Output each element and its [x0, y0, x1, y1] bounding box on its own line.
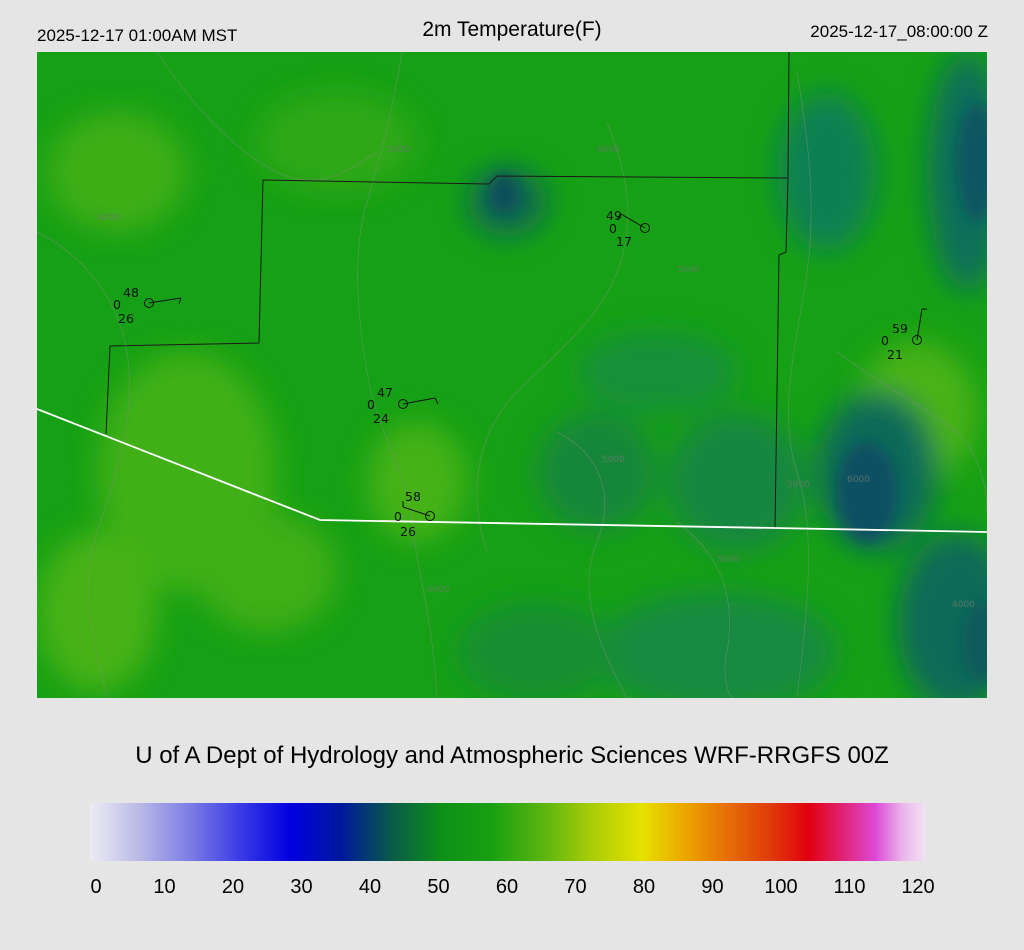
station-temp: 48 — [123, 285, 139, 300]
scale-tick: 70 — [564, 876, 587, 898]
station-plot: 58 0 26 — [394, 489, 435, 539]
scale-tick: 20 — [221, 876, 245, 898]
color-scale-bar — [90, 803, 926, 861]
station-mid: 0 — [881, 333, 889, 348]
temperature-minima — [488, 102, 987, 682]
temperature-map: 4000 5000 6000 5000 5000 4000 5000 6000 … — [37, 52, 987, 698]
station-plot: 48 0 26 — [113, 285, 182, 326]
map-title: 2m Temperature(F) — [422, 18, 602, 41]
scale-tick: 10 — [153, 876, 176, 898]
contour-label: 4000 — [427, 585, 450, 595]
station-mid: 0 — [367, 397, 375, 412]
station-circle-icon — [398, 399, 408, 409]
contour-label: 5000 — [717, 555, 740, 565]
color-scale-ticks: 0 10 20 30 40 50 60 70 80 90 100 110 120 — [0, 876, 1024, 900]
station-dew: 17 — [616, 234, 632, 249]
station-temp: 49 — [606, 208, 622, 223]
station-circle-icon — [912, 335, 922, 345]
scale-tick: 120 — [901, 876, 935, 898]
county-borders — [105, 52, 790, 529]
contour-label: 4000 — [952, 600, 975, 610]
station-dew: 26 — [118, 311, 134, 326]
contour-label: 5000 — [787, 480, 810, 490]
station-circle-icon — [425, 511, 435, 521]
scale-tick: 50 — [427, 876, 450, 898]
contour-label: 6000 — [847, 475, 870, 485]
station-circle-icon — [144, 298, 154, 308]
station-plot: 47 0 24 — [367, 385, 439, 426]
scale-tick: 100 — [764, 876, 798, 898]
station-temp: 59 — [892, 321, 908, 336]
local-time-label: 2025-12-17 01:00AM MST — [37, 26, 238, 45]
station-dew: 24 — [373, 411, 389, 426]
station-dew: 26 — [400, 524, 416, 539]
scale-tick: 60 — [495, 876, 519, 898]
scale-tick: 80 — [632, 876, 656, 898]
station-temp: 47 — [377, 385, 393, 400]
station-mid: 0 — [394, 509, 402, 524]
contour-label: 4000 — [97, 213, 120, 223]
terrain-contours — [37, 52, 987, 698]
scale-tick: 90 — [701, 876, 724, 898]
scale-tick: 40 — [358, 876, 382, 898]
contour-label: 6000 — [597, 145, 620, 155]
station-circle-icon — [640, 223, 650, 233]
contour-label: 5000 — [602, 455, 625, 465]
state-border — [37, 408, 987, 533]
utc-time-label: 2025-12-17_08:00:00 Z — [810, 22, 988, 41]
credit-line: U of A Dept of Hydrology and Atmospheric… — [135, 742, 889, 769]
scale-tick: 110 — [833, 876, 866, 898]
scale-tick: 30 — [290, 876, 313, 898]
station-temp: 58 — [405, 489, 421, 504]
station-plot: 59 0 21 — [881, 308, 927, 362]
station-dew: 21 — [887, 347, 903, 362]
contour-label: 5000 — [677, 265, 700, 275]
station-mid: 0 — [113, 297, 121, 312]
scale-tick: 0 — [90, 876, 102, 898]
contour-label: 5000 — [387, 145, 410, 155]
station-plot: 49 0 17 — [606, 208, 650, 249]
station-mid: 0 — [609, 221, 617, 236]
